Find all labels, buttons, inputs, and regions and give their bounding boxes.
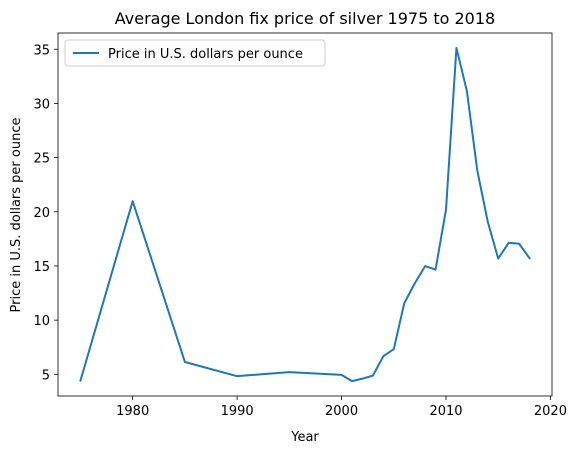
y-tick-label: 25 [33, 152, 50, 167]
x-tick-label: 2000 [325, 404, 358, 419]
plot-frame [57, 32, 553, 397]
y-axis: 5 10 15 20 25 30 35 [33, 43, 58, 383]
x-tick-label: 2010 [429, 404, 462, 419]
y-tick-label: 20 [33, 206, 50, 221]
x-tick-label: 1990 [221, 404, 254, 419]
series-line-0 [79, 46, 531, 383]
legend: Price in U.S. dollars per ounce [64, 39, 326, 67]
y-axis-title: Price in U.S. dollars per ounce [9, 118, 24, 313]
y-tick-label: 15 [33, 260, 50, 275]
y-tick-label: 10 [33, 314, 50, 329]
x-axis-title: Year [290, 430, 319, 445]
legend-entry-label: Price in U.S. dollars per ounce [108, 47, 303, 62]
y-tick-label: 30 [33, 97, 50, 112]
legend-box [64, 39, 326, 67]
series-group [79, 46, 531, 383]
x-tick-label: 2020 [534, 404, 567, 419]
chart-title: Average London fix price of silver 1975 … [115, 9, 495, 28]
x-tick-label: 1980 [116, 404, 149, 419]
plot-area: 1980 1990 2000 2010 2020 5 10 15 20 25 30 35 [33, 32, 567, 419]
y-tick-label: 35 [33, 43, 50, 58]
y-tick-label: 5 [42, 368, 50, 383]
x-axis: 1980 1990 2000 2010 2020 [116, 396, 567, 419]
